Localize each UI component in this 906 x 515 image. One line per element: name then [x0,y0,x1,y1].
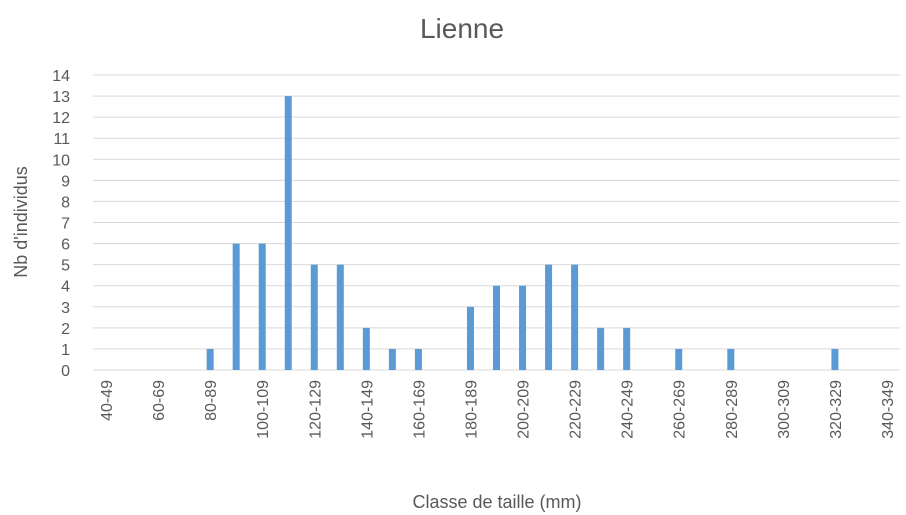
x-tick-label: 40-49 [99,380,116,421]
x-tick-label: 340-349 [880,380,897,439]
bar [597,327,605,370]
bar [362,327,370,370]
x-tick-label: 300-309 [776,380,793,439]
y-axis-title: Nb d'individus [11,166,31,278]
x-tick-label: 80-89 [203,380,220,421]
bar [675,348,683,370]
y-tick-label: 12 [52,110,70,127]
bar [623,327,631,370]
x-tick-label: 220-229 [568,380,585,439]
chart-title: Lienne [420,13,504,44]
y-tick-label: 3 [61,300,70,317]
y-tick-label: 2 [61,321,70,338]
y-tick-label: 10 [52,152,70,169]
y-tick-label: 7 [61,216,70,233]
y-tick-label: 11 [53,131,70,148]
x-tick-label: 280-289 [724,380,741,439]
x-tick-label: 180-189 [463,380,480,439]
bar [206,348,214,370]
bar [727,348,735,370]
x-tick-label: 320-329 [828,380,845,439]
bar [545,264,553,370]
bar [831,348,839,370]
x-tick-label: 160-169 [411,380,428,439]
bar [414,348,422,370]
bar [519,285,527,370]
bar [258,243,266,370]
x-tick-label: 60-69 [151,380,168,421]
y-tick-label: 8 [61,194,70,211]
x-axis-title: Classe de taille (mm) [412,492,581,512]
bar [310,264,318,370]
y-tick-label: 6 [61,237,70,254]
bar [466,306,474,370]
x-tick-label: 200-209 [516,380,533,439]
bar [336,264,344,370]
y-tick-label: 4 [61,279,70,296]
bar [232,243,240,370]
bar [284,96,292,371]
y-tick-label: 13 [52,89,70,106]
x-tick-label: 140-149 [359,380,376,439]
x-tick-label: 120-129 [307,380,324,439]
x-tick-label: 100-109 [255,380,272,439]
x-tick-label: 240-249 [620,380,637,439]
bar [388,348,396,370]
x-tick-label: 260-269 [672,380,689,439]
bar [571,264,579,370]
bar [493,285,500,370]
y-tick-label: 5 [61,258,70,275]
y-tick-label: 0 [61,363,70,380]
y-tick-label: 1 [61,342,70,359]
y-tick-label: 14 [52,68,70,85]
y-tick-label: 9 [61,173,70,190]
